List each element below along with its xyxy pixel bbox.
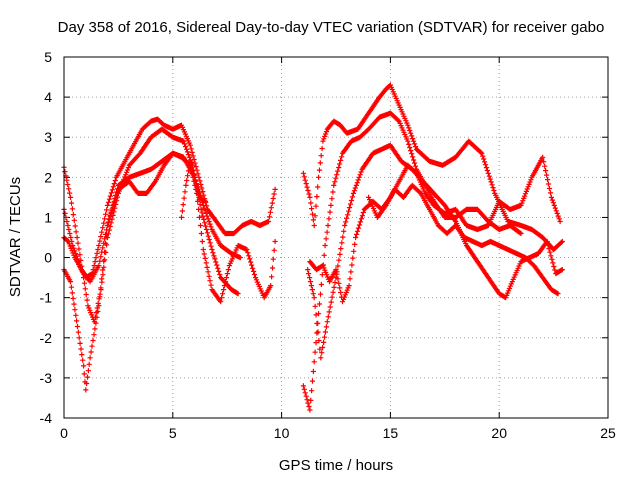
axis-ticks (63, 56, 609, 419)
y-tick-label: 4 (44, 89, 52, 105)
plus-marker-trace (300, 110, 524, 413)
x-axis-tick-labels: 0 5 10 15 20 25 (60, 425, 616, 441)
y-tick-label: -4 (40, 410, 53, 426)
y-axis-label: SDTVAR / TECUs (7, 177, 24, 297)
x-tick-label: 15 (383, 425, 399, 441)
x-axis-label: GPS time / hours (279, 457, 393, 474)
plus-marker-trace (61, 116, 278, 281)
x-tick-label: 0 (60, 425, 68, 441)
y-tick-label: 2 (44, 169, 52, 185)
y-tick-label: 0 (44, 250, 52, 266)
series-arc-4 (61, 150, 278, 305)
y-tick-label: -2 (40, 330, 53, 346)
y-tick-label: -3 (40, 370, 53, 386)
data-points (61, 82, 565, 413)
plus-marker-trace (305, 142, 565, 361)
plot-frame (63, 56, 609, 419)
grid-lines (64, 57, 608, 418)
plus-marker-trace (366, 182, 561, 297)
y-tick-label: 1 (44, 209, 52, 225)
series-arc-10 (366, 182, 561, 297)
x-tick-label: 5 (169, 425, 177, 441)
x-tick-label: 20 (491, 425, 507, 441)
y-tick-label: 5 (44, 49, 52, 65)
series-arc-8 (305, 142, 565, 361)
x-tick-label: 25 (600, 425, 616, 441)
y-tick-label: 3 (44, 129, 52, 145)
series-arc-1 (61, 116, 278, 281)
series-arc-6 (300, 82, 565, 253)
y-tick-label: -1 (40, 290, 53, 306)
chart-title: Day 358 of 2016, Sidereal Day-to-day VTE… (58, 19, 605, 36)
series-arc-7 (300, 110, 524, 413)
y-axis-tick-labels: -4 -3 -2 -1 0 1 2 3 4 5 (40, 49, 53, 426)
series-arc-5 (178, 158, 208, 220)
plus-marker-trace (300, 82, 565, 253)
plus-marker-trace (178, 158, 208, 220)
plus-marker-trace (61, 150, 278, 305)
x-tick-label: 10 (274, 425, 290, 441)
